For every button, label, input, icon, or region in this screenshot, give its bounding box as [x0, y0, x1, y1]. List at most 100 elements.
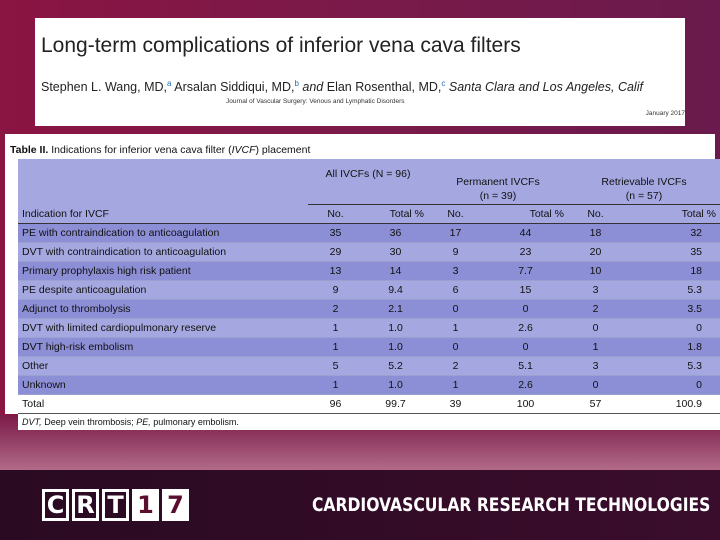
count-cell: 6	[428, 280, 483, 300]
column-header: No.	[308, 204, 363, 224]
count-cell: 1	[308, 337, 363, 357]
percent-cell: 32	[623, 223, 720, 243]
indication-cell: Adjunct to thrombolysis	[18, 299, 308, 319]
percent-cell: 1.0	[363, 337, 428, 357]
indication-cell: Primary prophylaxis high risk patient	[18, 261, 308, 281]
column-header: No.	[568, 204, 623, 224]
author-name: Arsalan Siddiqui, MD,	[174, 80, 295, 95]
percent-cell: 0	[623, 318, 720, 338]
percent-cell: 15	[483, 280, 568, 300]
count-cell: 13	[308, 261, 363, 281]
table-footnote: DVT, Deep vein thrombosis; PE, pulmonary…	[18, 413, 720, 430]
indication-cell: DVT high-risk embolism	[18, 337, 308, 357]
column-header-row: Indication for IVCF No. Total % No. Tota…	[18, 204, 720, 224]
column-header: No.	[428, 204, 483, 224]
journal-date: January 2017	[645, 110, 685, 117]
footer-bar	[0, 470, 720, 540]
percent-cell: 5.3	[623, 356, 720, 376]
logo-letter: C	[42, 489, 69, 521]
count-cell: 0	[568, 375, 623, 395]
total-count: 57	[568, 394, 623, 414]
percent-cell: 1.0	[363, 375, 428, 395]
count-cell: 5	[308, 356, 363, 376]
total-label: Total	[18, 394, 308, 414]
indication-cell: PE with contraindication to anticoagulat…	[18, 223, 308, 243]
logo-digit: 1	[132, 489, 159, 521]
table-row: Unknown 1 1.0 1 2.6 0 0	[18, 375, 720, 395]
count-cell: 9	[428, 242, 483, 262]
percent-cell: 5.2	[363, 356, 428, 376]
count-cell: 1	[308, 318, 363, 338]
crt17-logo: C R T 1 7	[42, 489, 192, 521]
total-count: 39	[428, 394, 483, 414]
footnote-definition: pulmonary embolism.	[153, 417, 239, 427]
count-cell: 1	[308, 375, 363, 395]
percent-cell: 2.1	[363, 299, 428, 319]
author-affiliation: b	[294, 79, 299, 88]
percent-cell: 0	[623, 375, 720, 395]
percent-cell: 5.3	[623, 280, 720, 300]
indications-table: All IVCFs (N = 96) Permanent IVCFs Retri…	[18, 159, 720, 430]
count-cell: 10	[568, 261, 623, 281]
author-affiliation: c	[441, 79, 446, 88]
table-caption: Table II. Indications for inferior vena …	[10, 144, 310, 156]
count-cell: 20	[568, 242, 623, 262]
count-cell: 35	[308, 223, 363, 243]
table-card: Table II. Indications for inferior vena …	[5, 134, 720, 430]
percent-cell: 5.1	[483, 356, 568, 376]
author-conjunction: and	[302, 80, 324, 95]
table-row: DVT with limited cardiopulmonary reserve…	[18, 318, 720, 338]
table-caption-text: Indications for inferior vena cava filte…	[51, 144, 232, 156]
percent-cell: 23	[483, 242, 568, 262]
count-cell: 3	[568, 356, 623, 376]
group-header-row: All IVCFs (N = 96) Permanent IVCFs Retri…	[18, 159, 720, 189]
group-all-ivcfs-sub	[308, 189, 428, 205]
column-header: Indication for IVCF	[18, 204, 308, 224]
table-row: DVT high-risk embolism 1 1.0 0 0 1 1.8	[18, 337, 720, 357]
total-percent: 100.9	[623, 394, 720, 414]
table-caption-abbr: IVCF	[231, 144, 256, 156]
total-percent: 99.7	[363, 394, 428, 414]
logo-digit: 7	[162, 489, 189, 521]
group-permanent-n: (n = 39)	[428, 189, 568, 205]
brand-name: CARDIOVASCULAR RESEARCH TECHNOLOGIES	[312, 494, 711, 516]
percent-cell: 2.6	[483, 375, 568, 395]
count-cell: 3	[428, 261, 483, 281]
percent-cell: 44	[483, 223, 568, 243]
group-retrievable-n: (n = 57)	[568, 189, 720, 205]
group-permanent-ivcfs: Permanent IVCFs	[456, 176, 540, 188]
author-location: Santa Clara and Los Angeles, Calif	[448, 80, 643, 95]
percent-cell: 1.8	[623, 337, 720, 357]
count-cell: 1	[428, 318, 483, 338]
journal-name: Journal of Vascular Surgery: Venous and …	[226, 98, 405, 105]
group-header-row-2: (n = 39) (n = 57)	[18, 189, 720, 205]
count-cell: 29	[308, 242, 363, 262]
footnote-abbr: PE,	[136, 417, 151, 427]
author-line: Stephen L. Wang, MD,a Arsalan Siddiqui, …	[41, 74, 681, 97]
count-cell: 1	[568, 337, 623, 357]
total-count: 96	[308, 394, 363, 414]
percent-cell: 35	[623, 242, 720, 262]
count-cell: 0	[568, 318, 623, 338]
percent-cell: 0	[483, 337, 568, 357]
percent-cell: 3.5	[623, 299, 720, 319]
count-cell: 17	[428, 223, 483, 243]
table-label: Table II.	[10, 144, 49, 156]
table-row: DVT with contraindication to anticoagula…	[18, 242, 720, 262]
indication-cell: PE despite anticoagulation	[18, 280, 308, 300]
count-cell: 0	[428, 337, 483, 357]
author-name: Elan Rosenthal, MD,	[326, 80, 442, 95]
footnote-abbr: DVT,	[22, 417, 42, 427]
count-cell: 2	[568, 299, 623, 319]
count-cell: 18	[568, 223, 623, 243]
column-header: Total %	[363, 204, 428, 224]
column-header: Total %	[623, 204, 720, 224]
table-row: PE with contraindication to anticoagulat…	[18, 223, 720, 243]
group-all-ivcfs: All IVCFs (N = 96)	[325, 168, 411, 180]
table-row: Primary prophylaxis high risk patient 13…	[18, 261, 720, 281]
footnote-definition: Deep vein thrombosis;	[44, 417, 134, 427]
count-cell: 9	[308, 280, 363, 300]
count-cell: 2	[308, 299, 363, 319]
logo-letter: R	[72, 489, 99, 521]
count-cell: 3	[568, 280, 623, 300]
